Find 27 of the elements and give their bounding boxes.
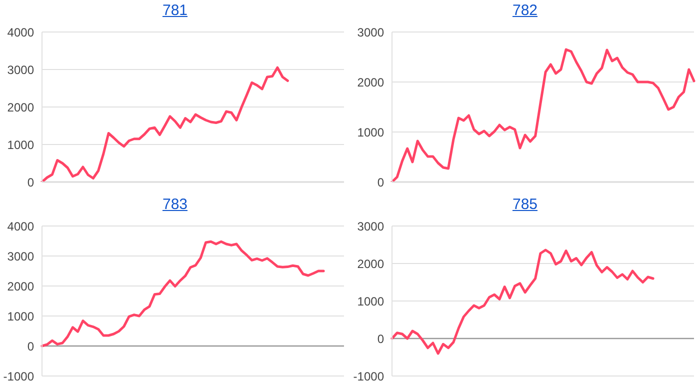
- y-tick-label: 0: [27, 175, 34, 190]
- chart-title: 785: [512, 196, 538, 213]
- y-tick-label: 1000: [7, 138, 34, 152]
- y-tick-label: 2000: [357, 75, 384, 90]
- line-series: [40, 240, 325, 348]
- line-series: [390, 248, 654, 355]
- y-tick-label: 2000: [7, 279, 34, 294]
- y-tick-label: 3000: [7, 62, 34, 77]
- y-tick-label: -1000: [3, 369, 34, 384]
- y-tick-label: 1000: [357, 294, 384, 308]
- y-tick-label: 0: [377, 332, 384, 346]
- y-tick-label: 0: [377, 175, 384, 190]
- line-series: [40, 66, 289, 182]
- y-tick-label: 1000: [7, 309, 34, 324]
- y-tick-label: 1000: [357, 125, 384, 140]
- chart-title: 781: [162, 2, 188, 19]
- chart-title: 782: [512, 2, 538, 19]
- y-tick-label: 3000: [357, 219, 384, 234]
- y-tick-label: 3000: [357, 25, 384, 40]
- chart-title: 783: [162, 196, 188, 213]
- y-tick-label: 3000: [7, 249, 34, 264]
- y-tick-label: 0: [27, 339, 34, 354]
- y-tick-label: 2000: [357, 256, 384, 271]
- y-tick-label: 4000: [7, 219, 34, 234]
- y-tick-label: -1000: [353, 369, 384, 384]
- y-tick-label: 2000: [7, 100, 34, 114]
- y-tick-label: 4000: [7, 25, 34, 40]
